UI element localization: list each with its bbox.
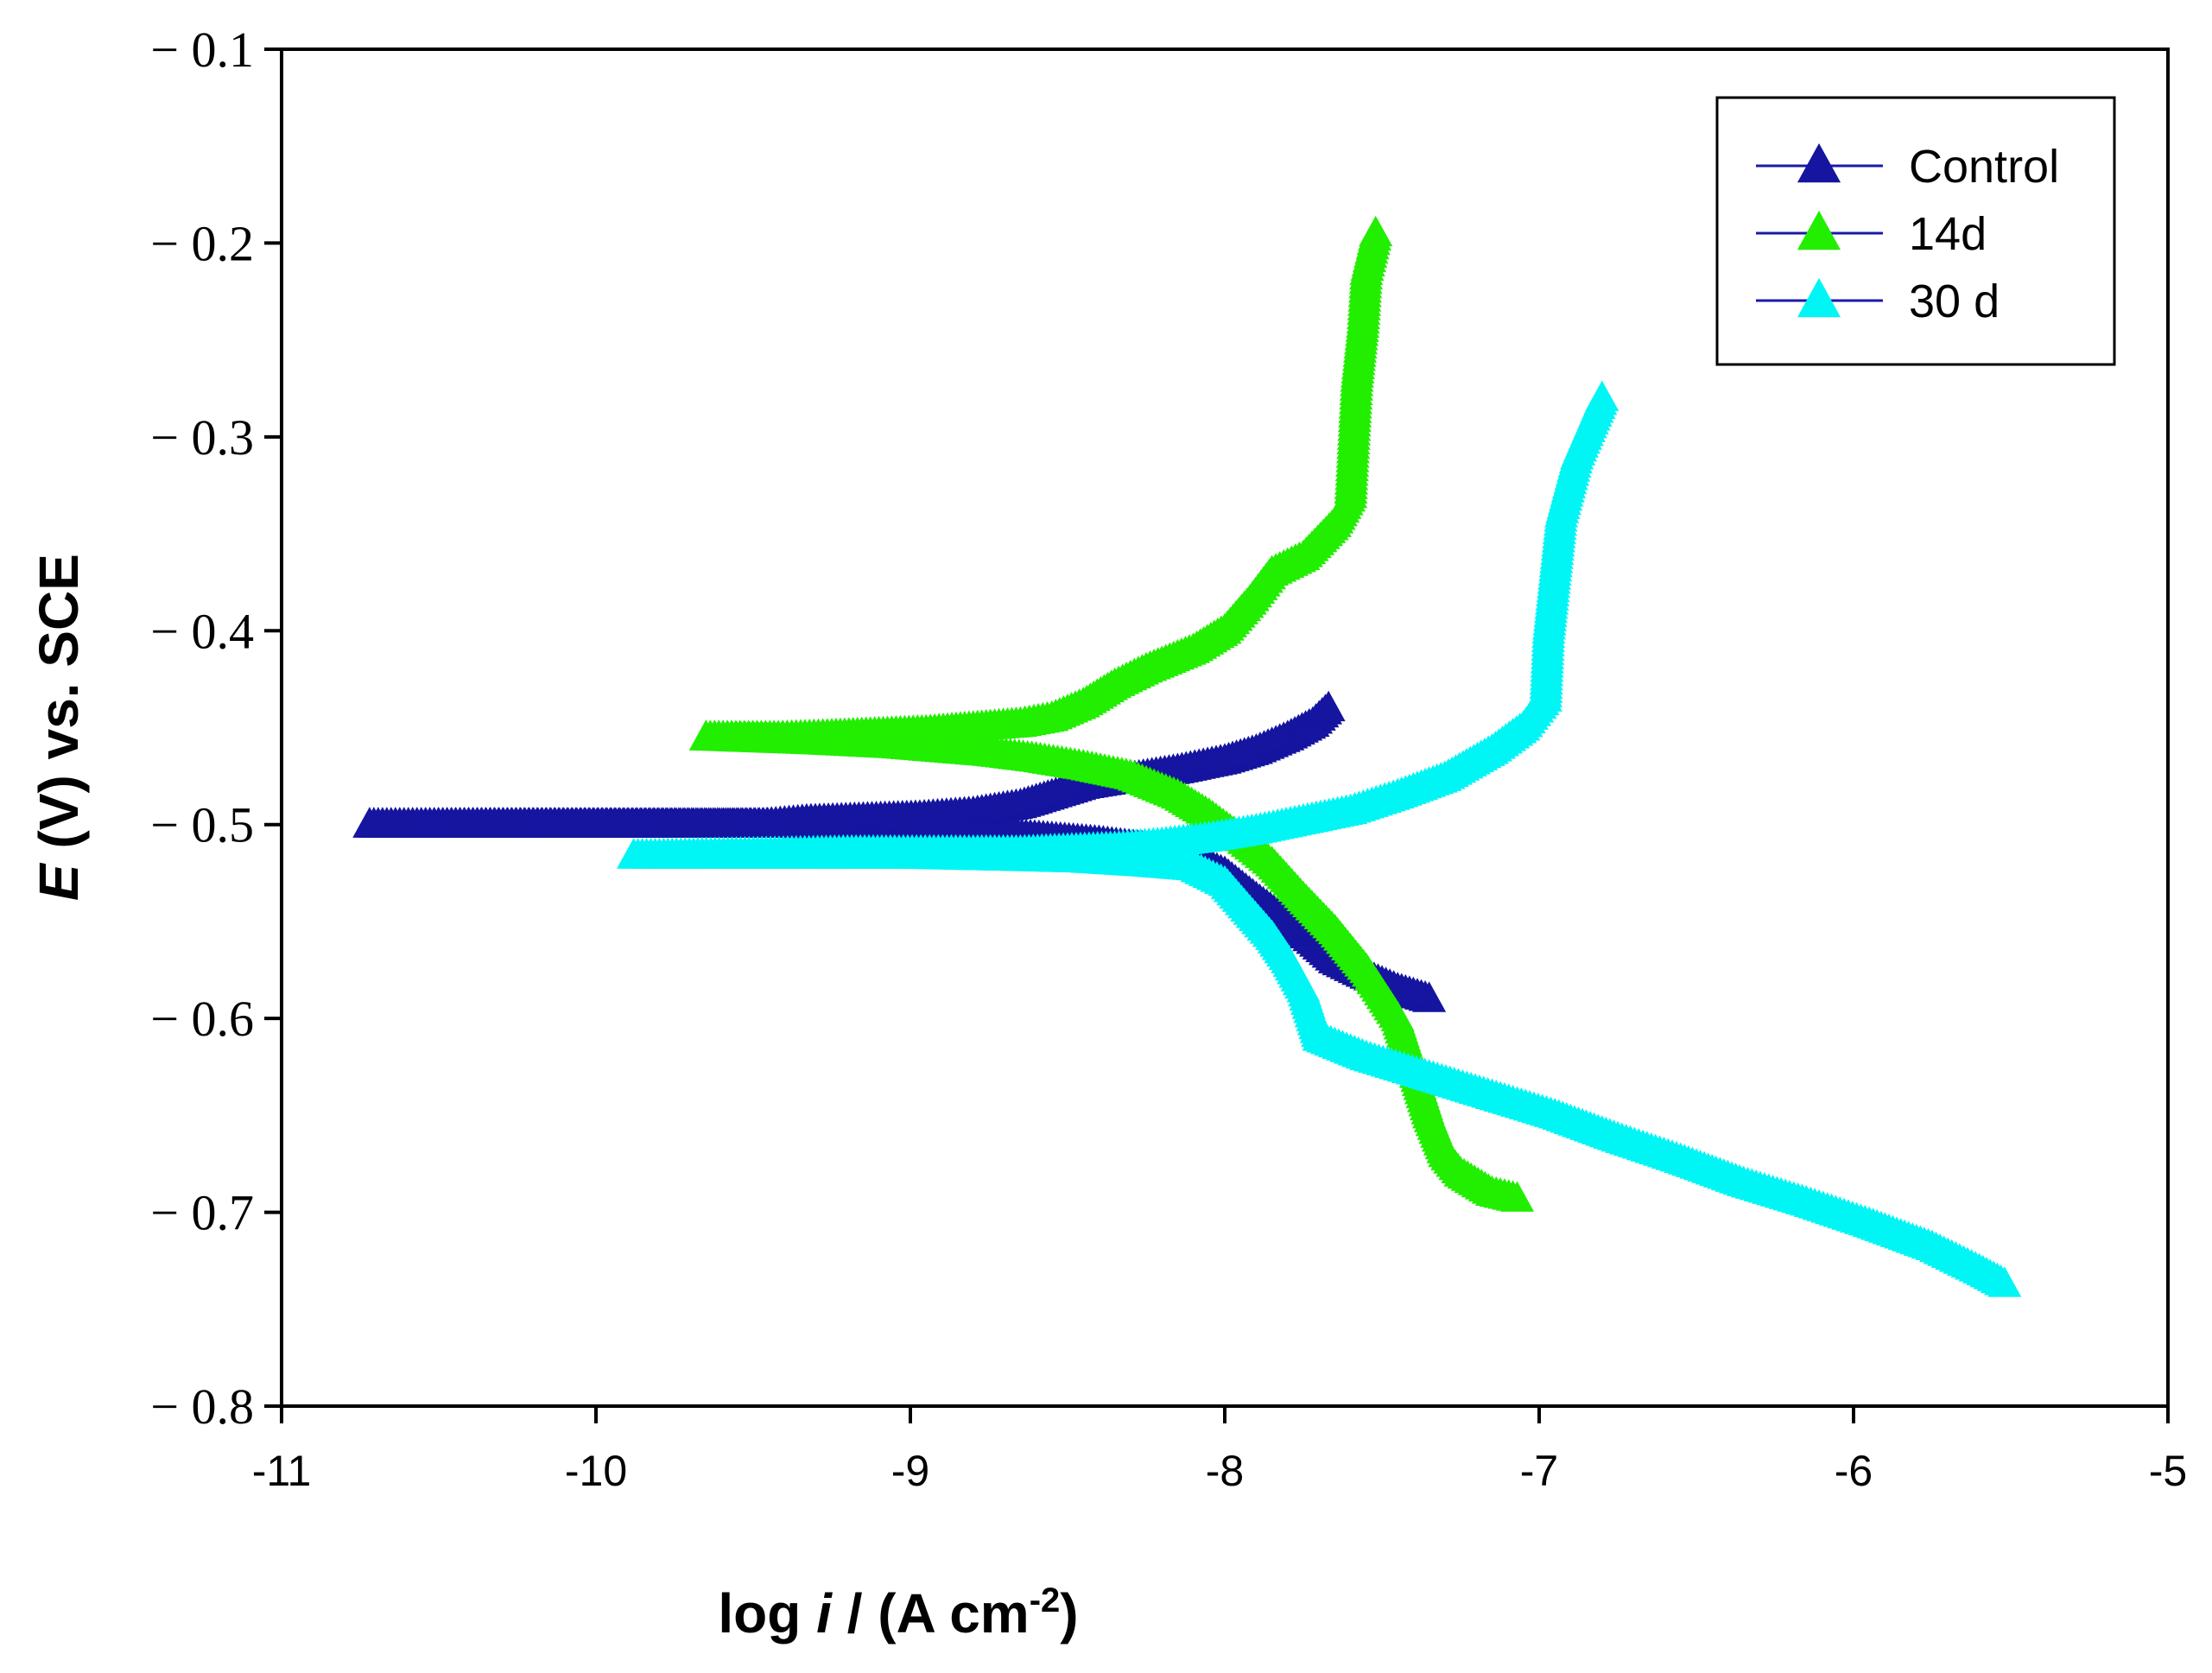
series-14d (688, 215, 1535, 1212)
y-tick-label: − 0.5 (150, 797, 254, 853)
legend-marker-icon (1797, 277, 1841, 318)
data-point (1585, 380, 1619, 412)
series-30d (617, 380, 2022, 1297)
y-axis-title: E (V) vs. SCE (28, 554, 90, 901)
x-tick-label: -7 (1520, 1447, 1558, 1495)
data-point (1359, 215, 1393, 247)
x-axis-title: log i / (A cm-2) (718, 1581, 1078, 1644)
legend: Control 14d 30 d (1715, 96, 2116, 366)
legend-item: Control (1756, 141, 2059, 193)
y-tick-label: − 0.1 (150, 22, 254, 78)
y-tick-label: − 0.6 (150, 991, 254, 1047)
y-axis-ticks: − 0.1 − 0.2 − 0.3 − 0.4 − 0.5 − 0.6 − 0.7 − 0.8 (150, 22, 282, 1435)
x-tick-label: -8 (1206, 1447, 1244, 1495)
series-layer (352, 215, 2022, 1297)
axes: − 0.1 − 0.2 − 0.3 − 0.4 − 0.5 − 0.6 − 0.7 − 0.8… (150, 22, 2187, 1495)
x-tick-label: -5 (2149, 1447, 2187, 1495)
legend-item: 14d (1756, 208, 1987, 260)
legend-items: Control 14d 30 d (1756, 141, 2059, 327)
x-axis-ticks: -11 -10 -9 -8 -7 -6 -5 (252, 1406, 2187, 1495)
legend-box (1715, 96, 2116, 366)
y-tick-label: − 0.8 (150, 1378, 254, 1435)
legend-marker-icon (1797, 210, 1841, 250)
data-point (1311, 690, 1346, 722)
x-tick-label: -11 (252, 1447, 312, 1495)
y-tick-label: − 0.7 (150, 1185, 254, 1241)
x-tick-label: -6 (1835, 1447, 1873, 1495)
legend-label: 14d (1909, 208, 1987, 260)
x-tick-label: -9 (891, 1447, 929, 1495)
y-tick-label: − 0.3 (150, 409, 254, 466)
y-tick-label: − 0.2 (150, 215, 254, 271)
legend-label: Control (1909, 141, 2059, 193)
series-line-anodic (706, 232, 1378, 739)
legend-marker-icon (1797, 143, 1841, 183)
legend-item: 30 d (1756, 276, 2000, 327)
legend-label: 30 d (1909, 276, 2000, 327)
x-tick-label: -10 (565, 1447, 627, 1495)
y-tick-label: − 0.4 (150, 603, 254, 659)
